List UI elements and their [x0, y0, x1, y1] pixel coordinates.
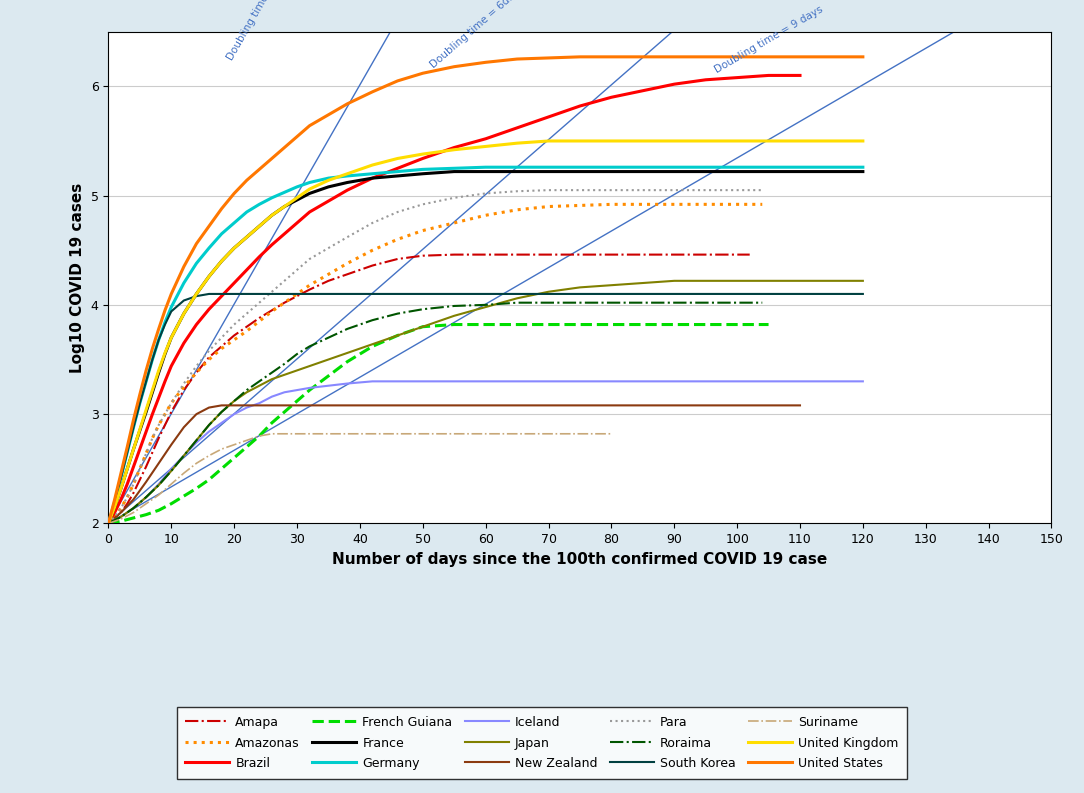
- Text: Doubling time = 9 days: Doubling time = 9 days: [713, 5, 825, 75]
- Text: Doubling time = 3 days: Doubling time = 3 days: [225, 0, 296, 63]
- X-axis label: Number of days since the 100th confirmed COVID 19 case: Number of days since the 100th confirmed…: [333, 552, 827, 567]
- Text: Doubling time = 6days: Doubling time = 6days: [429, 0, 526, 70]
- Y-axis label: Log10 COVID 19 cases: Log10 COVID 19 cases: [70, 182, 86, 373]
- Legend: Amapa, Amazonas, Brazil, French Guiana, France, Germany, Iceland, Japan, New Zea: Amapa, Amazonas, Brazil, French Guiana, …: [177, 707, 907, 779]
